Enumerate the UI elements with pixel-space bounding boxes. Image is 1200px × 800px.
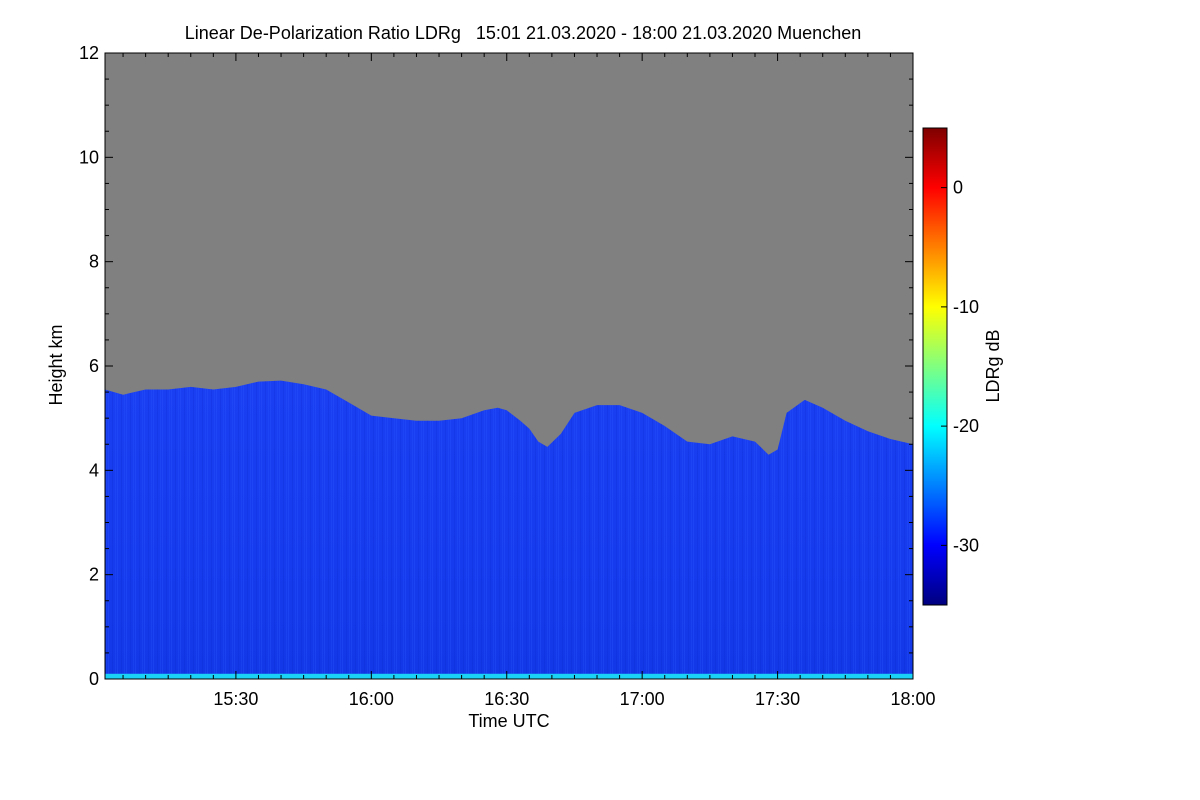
surface-layer [105,673,913,679]
x-tick-label: 18:00 [890,689,935,709]
colorbar-ticks: 0 -10 -20 -30 [941,178,979,555]
y-axis-label: Height km [46,324,66,405]
signal-streaks [105,380,913,679]
x-axis: 15:30 16:00 16:30 17:00 17:30 18:00 [122,53,936,709]
chart-title: Linear De-Polarization Ratio LDRg 15:01 … [185,23,861,43]
colorbar-tick-label: -20 [953,416,979,436]
x-tick-label: 15:30 [213,689,258,709]
y-tick-label: 8 [89,252,99,272]
x-tick-label: 17:00 [620,689,665,709]
colorbar-tick-label: 0 [953,178,963,198]
y-tick-label: 2 [89,565,99,585]
x-tick-label: 17:30 [755,689,800,709]
x-axis-label: Time UTC [468,711,549,731]
colorbar-tick-label: -30 [953,535,979,555]
x-tick-label: 16:00 [349,689,394,709]
plot-area [105,53,913,679]
x-tick-label: 16:30 [484,689,529,709]
y-tick-label: 6 [89,356,99,376]
y-tick-label: 0 [89,669,99,689]
colorbar: 0 -10 -20 -30 LDRg dB [922,127,1003,606]
colorbar-label: LDRg dB [983,329,1003,402]
colorbar-tick-label: -10 [953,297,979,317]
y-axis: 0 2 4 6 8 10 12 [79,43,913,689]
colorbar-scale [922,127,948,606]
y-tick-label: 12 [79,43,99,63]
y-tick-label: 10 [79,147,99,167]
y-tick-label: 4 [89,460,99,480]
